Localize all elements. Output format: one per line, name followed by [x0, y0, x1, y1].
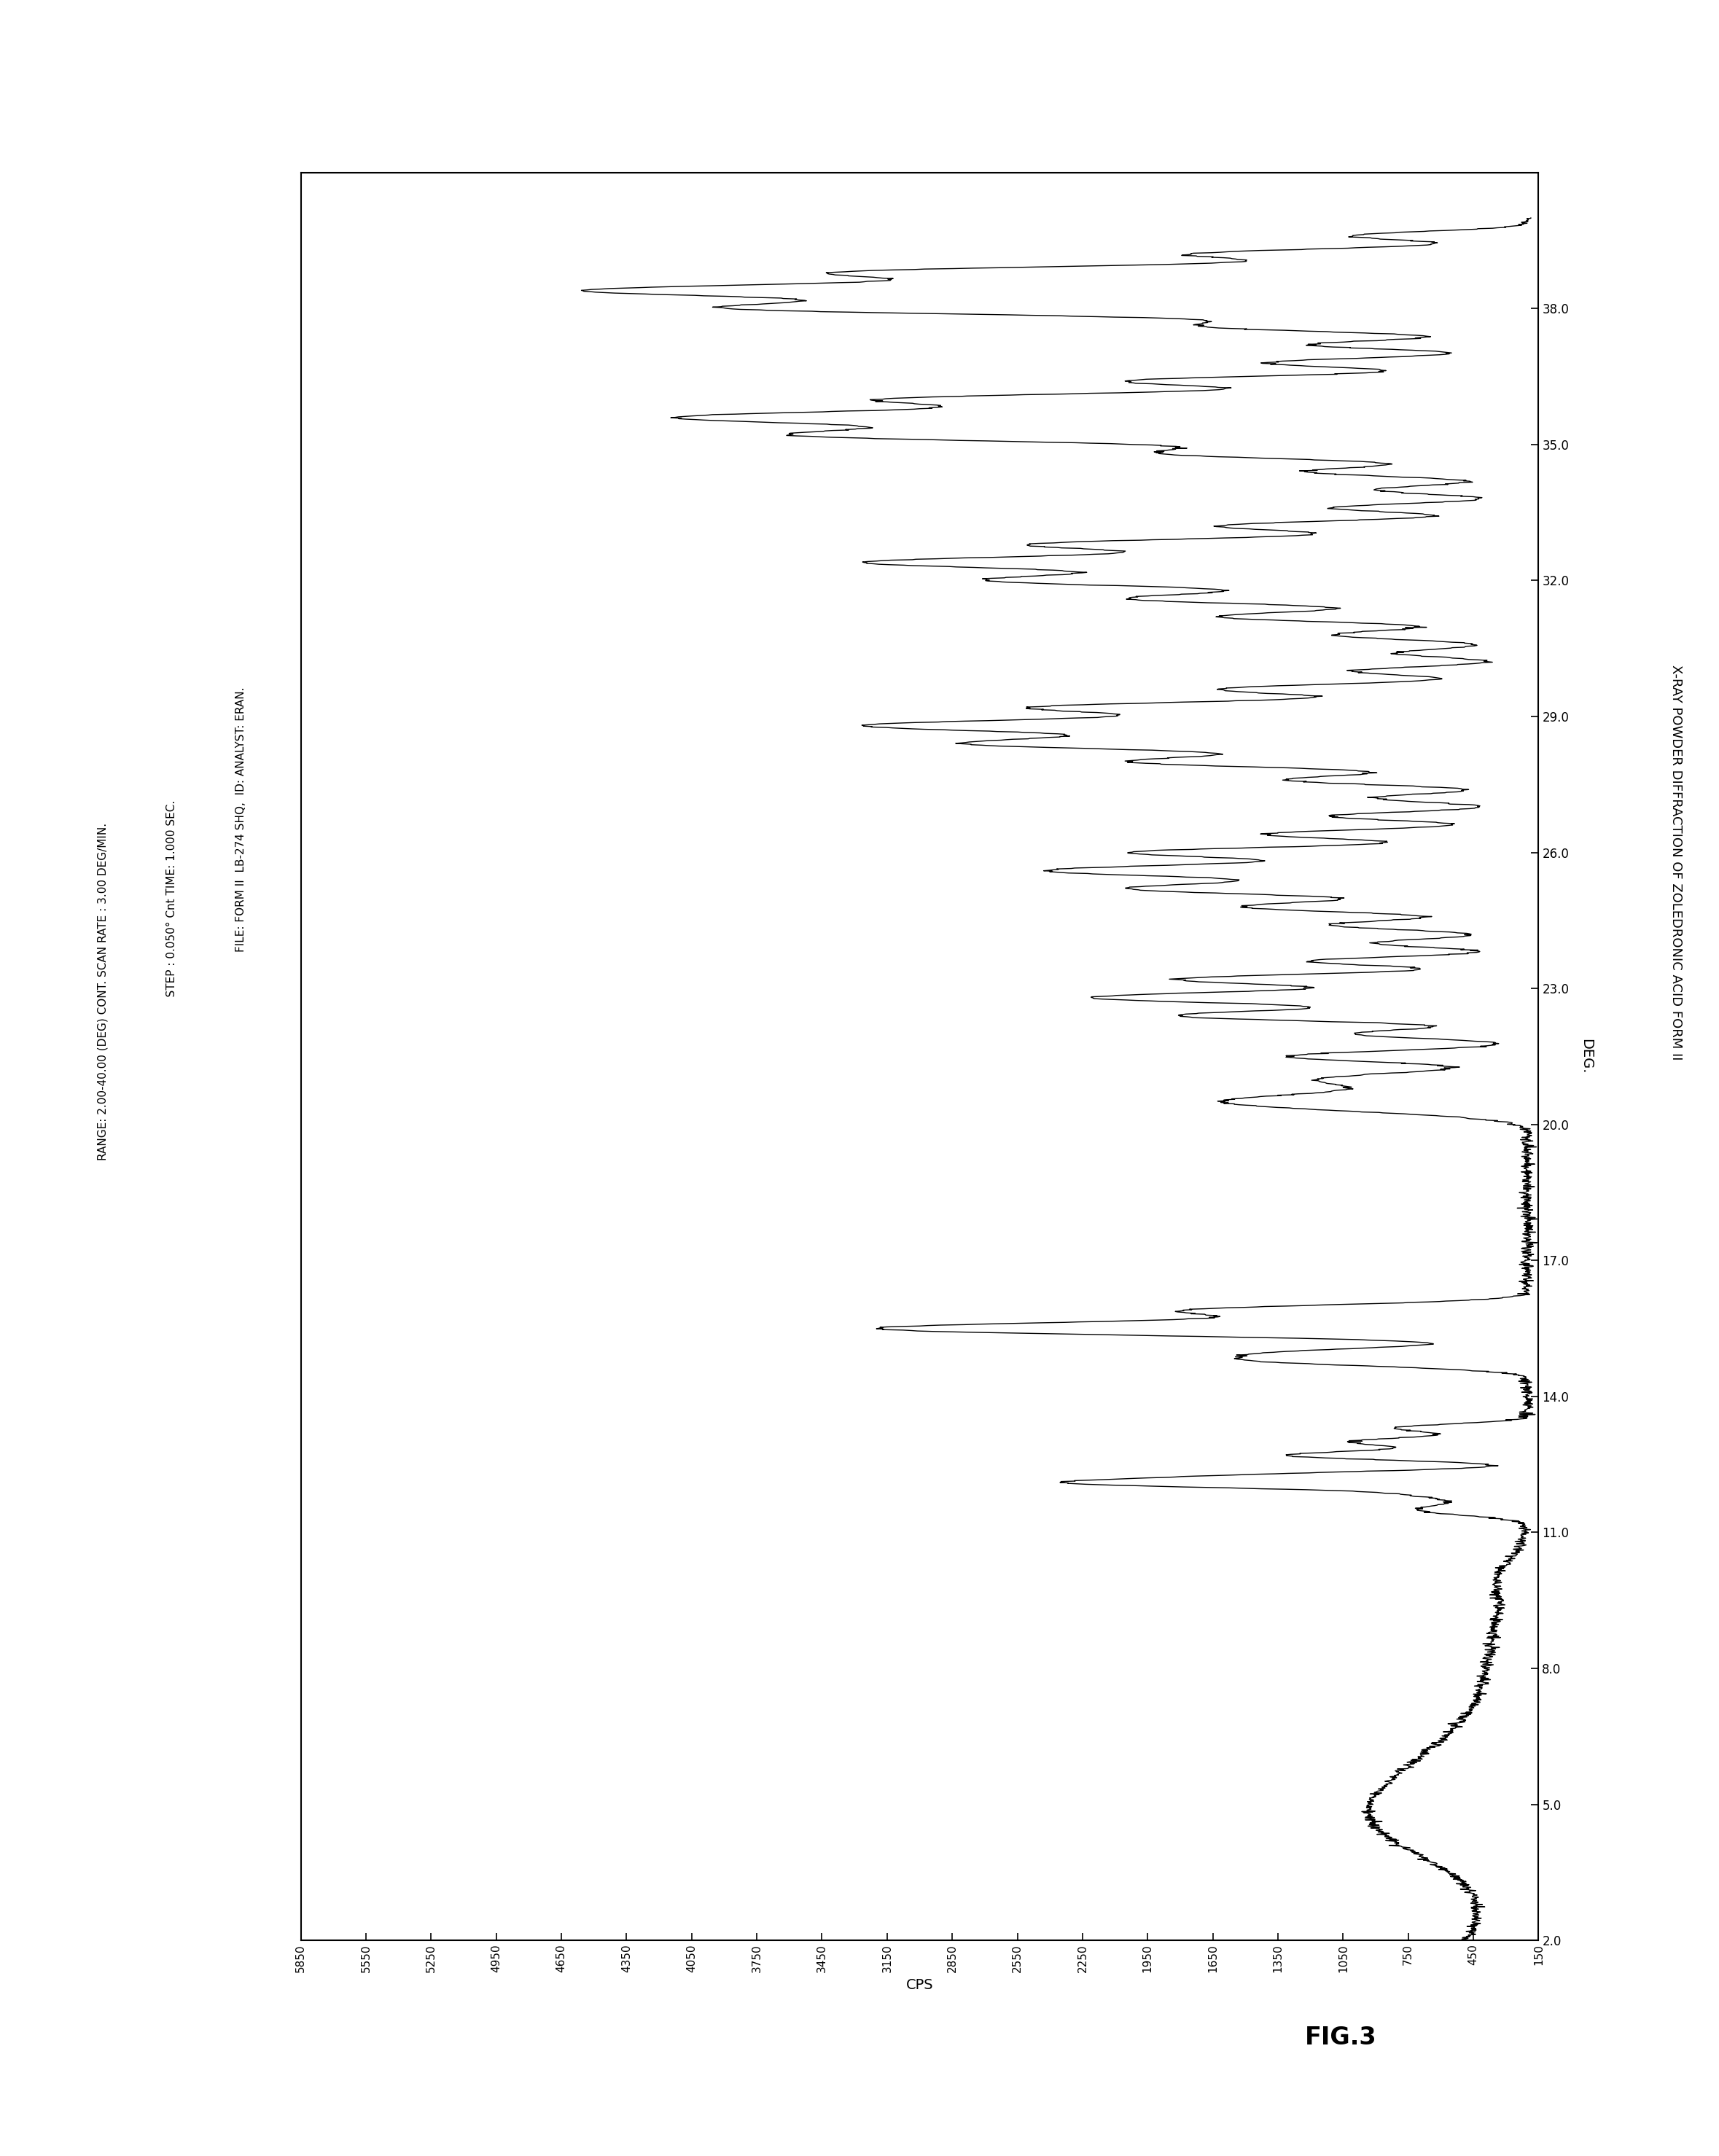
Text: FILE: FORM II  LB-274 SHQ,  ID: ANALYST: ERAN.: FILE: FORM II LB-274 SHQ, ID: ANALYST: E…: [236, 688, 246, 951]
Text: RANGE: 2.00-40.00 (DEG) CONT. SCAN RATE : 3.00 DEG/MIN.: RANGE: 2.00-40.00 (DEG) CONT. SCAN RATE …: [98, 824, 108, 1160]
Text: FIG.3: FIG.3: [1305, 2024, 1377, 2050]
Text: X-RAY POWDER DIFFRACTION OF ZOLEDRONIC ACID FORM II: X-RAY POWDER DIFFRACTION OF ZOLEDRONIC A…: [1669, 664, 1683, 1061]
Text: STEP : 0.050° Cnt TIME: 1.000 SEC.: STEP : 0.050° Cnt TIME: 1.000 SEC.: [167, 800, 177, 1011]
Y-axis label: DEG.: DEG.: [1580, 1039, 1594, 1074]
X-axis label: CPS: CPS: [906, 1979, 933, 1992]
